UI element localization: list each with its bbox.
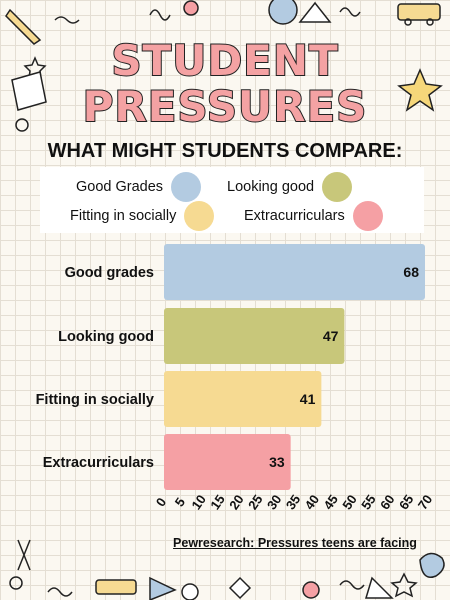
x-tick-label: 45 — [320, 492, 341, 512]
legend-label: Extracurriculars — [244, 208, 345, 224]
category-label: Fitting in socially — [36, 392, 154, 408]
legend-swatch — [184, 201, 215, 231]
legend-swatch — [322, 172, 353, 202]
legend-label: Good Grades — [76, 179, 164, 195]
legend-item-fitting-in: Fitting in socially — [70, 201, 215, 231]
x-tick-label: 10 — [188, 492, 209, 512]
x-tick-label: 65 — [396, 492, 417, 512]
x-tick-label: 50 — [339, 492, 360, 512]
bar-extracurriculars — [164, 434, 291, 490]
x-tick-label: 30 — [264, 492, 285, 512]
x-tick-label: 60 — [377, 492, 398, 512]
x-tick-label: 35 — [283, 492, 304, 512]
source-credit: Pewresearch: Pressures teens are facing — [173, 536, 417, 550]
bar-chart: Good grades 68 Looking good 47 Fitting in so… — [36, 244, 436, 512]
page-title-line-1: STUDENT — [110, 35, 339, 86]
data-label: 47 — [323, 328, 339, 344]
page-title-line-2: PRESSURES — [82, 81, 368, 132]
x-tick-label: 15 — [207, 492, 228, 512]
legend-label: Looking good — [227, 179, 315, 195]
page-subtitle: WHAT MIGHT STUDENTS COMPARE: — [47, 140, 403, 162]
legend-item-good-grades: Good Grades — [76, 172, 202, 202]
x-tick-label: 20 — [226, 492, 247, 512]
x-tick-label: 5 — [172, 495, 188, 510]
bar-good-grades — [164, 244, 425, 300]
bar-fitting-in-socially — [164, 371, 322, 427]
data-label: 33 — [269, 454, 285, 470]
category-label: Looking good — [58, 329, 154, 345]
legend-item-looking-good: Looking good — [227, 172, 353, 202]
category-label: Good grades — [65, 265, 154, 281]
legend-swatch — [171, 172, 202, 202]
category-label: Extracurriculars — [43, 455, 154, 471]
data-label: 68 — [403, 264, 419, 280]
x-tick-label: 70 — [415, 492, 436, 512]
data-label: 41 — [300, 391, 316, 407]
x-tick-label: 0 — [153, 495, 169, 510]
x-tick-label: 25 — [245, 492, 266, 512]
x-tick-label: 55 — [358, 492, 379, 512]
bar-looking-good — [164, 308, 345, 364]
legend-item-extracurriculars: Extracurriculars — [244, 201, 383, 231]
x-tick-label: 40 — [302, 492, 323, 512]
legend-label: Fitting in socially — [70, 208, 177, 224]
chart-legend: Good Grades Looking good Fitting in soci… — [40, 167, 424, 233]
legend-swatch — [352, 201, 383, 231]
